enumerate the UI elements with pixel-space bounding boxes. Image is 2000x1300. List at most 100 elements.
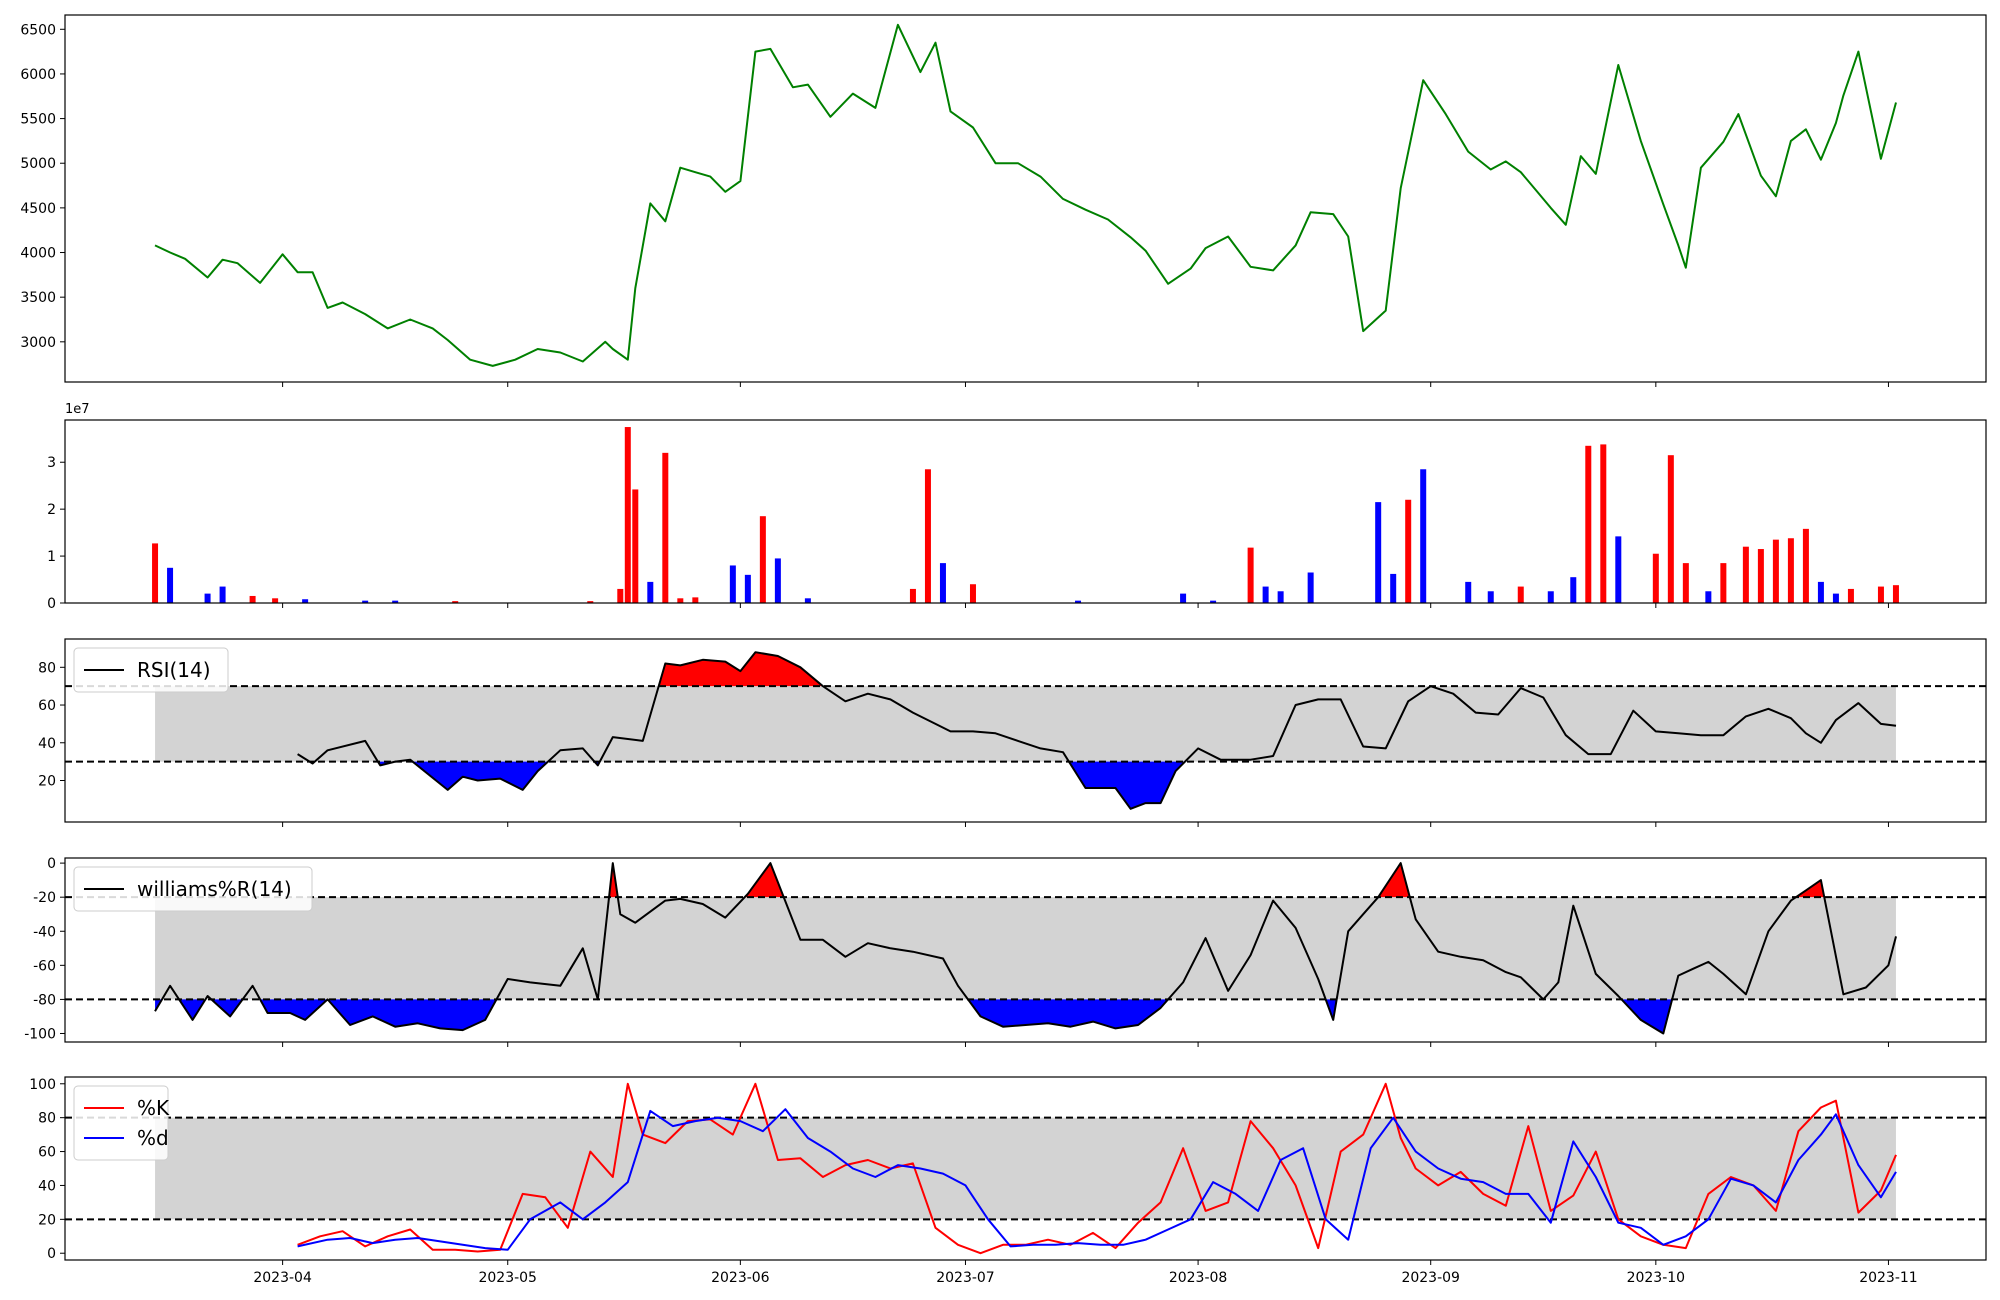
volume-bar	[1307, 572, 1314, 603]
volume-bar	[759, 516, 766, 603]
legend-label: RSI(14)	[137, 658, 211, 682]
williams-oversold-fill	[327, 999, 497, 1031]
volume-bar	[219, 586, 226, 603]
volume-panel: 1e7 0 1 2 3	[47, 402, 1987, 612]
y-tick-label: 1	[47, 549, 56, 565]
volume-bar	[1487, 591, 1494, 603]
volume-bar	[744, 574, 751, 603]
x-tick-label: 2023-08	[1169, 1270, 1228, 1286]
williams-oversold-fill	[211, 999, 243, 1017]
rsi-band	[155, 686, 1896, 762]
volume-bar	[1247, 547, 1254, 603]
volume-bar	[1720, 563, 1727, 603]
williams-oversold-fill	[1621, 999, 1673, 1034]
y-tick-label: 40	[38, 1178, 56, 1194]
volume-bar	[1517, 586, 1524, 603]
volume-bar	[924, 469, 931, 603]
volume-bar	[774, 558, 781, 603]
williams-oversold-fill	[179, 999, 206, 1020]
volume-bar	[1667, 455, 1674, 603]
volume-bar	[1742, 546, 1749, 603]
volume-bar	[1375, 502, 1382, 603]
rsi-series-line-rsi14	[297, 651, 1897, 810]
volume-bar	[167, 567, 174, 603]
volume-bar	[272, 598, 279, 603]
volume-bar	[587, 601, 594, 603]
volume-bar	[1757, 549, 1764, 603]
y-tick-label: 4500	[20, 201, 56, 217]
volume-bar	[632, 489, 639, 603]
y-tick-label: 3	[47, 455, 56, 471]
price-series-line	[154, 23, 1897, 367]
williams-overbought-fill	[744, 863, 784, 898]
williams-panel: -100 -80 -60 -40 -20 0 williams%R(14)	[24, 856, 1987, 1047]
volume-bar	[1600, 444, 1607, 603]
y-tick-label: -40	[33, 924, 56, 940]
rsi-panel: 20 40 60 80 RSI(14)	[38, 638, 1987, 827]
volume-bar	[302, 599, 309, 603]
x-tick-label: 2023-09	[1401, 1270, 1460, 1286]
legend-label: williams%R(14)	[137, 877, 292, 901]
williams-oversold-fill	[967, 999, 1169, 1029]
volume-bar	[362, 600, 369, 603]
volume-bar	[1180, 593, 1187, 603]
rsi-oversold-fill	[412, 761, 548, 790]
y-tick-label: 20	[38, 773, 56, 789]
volume-bar	[909, 588, 916, 603]
volume-bar	[1817, 581, 1824, 603]
volume-bar	[1615, 536, 1622, 603]
volume-bar	[1802, 528, 1809, 603]
price-axes-frame	[64, 14, 1987, 383]
volume-bar	[152, 543, 159, 603]
volume-bar	[1892, 585, 1899, 603]
y-tick-label: 4000	[20, 246, 56, 262]
volume-bar	[1787, 538, 1794, 603]
volume-bar	[392, 600, 399, 603]
y-tick-label: 5500	[20, 112, 56, 128]
y-tick-label: 100	[29, 1077, 56, 1093]
volume-bar	[1847, 588, 1854, 603]
williams-overbought-fill	[1378, 863, 1410, 898]
y-tick-label: 5000	[20, 156, 56, 172]
volume-bar	[617, 588, 624, 603]
volume-bar	[1075, 600, 1082, 603]
volume-bar	[729, 565, 736, 603]
volume-bar	[1465, 581, 1472, 603]
x-tick-label: 2023-05	[478, 1270, 537, 1286]
x-tick-label: 2023-11	[1859, 1270, 1918, 1286]
price-panel: 3000 3500 4000 4500 5000 5500 6000 6500	[20, 14, 1987, 387]
y-tick-label: 0	[47, 856, 56, 872]
y-tick-label: -100	[24, 1026, 56, 1042]
volume-bar	[1832, 593, 1839, 603]
y-tick-label: 0	[47, 1246, 56, 1262]
x-tick-label: 2023-06	[711, 1270, 770, 1286]
williams-band	[155, 897, 1896, 1000]
williams-series-line-williamsr14	[154, 862, 1897, 1035]
volume-bar	[1420, 469, 1427, 603]
volume-bar	[662, 452, 669, 603]
y-tick-label: -20	[33, 890, 56, 906]
williams-legend-box	[73, 866, 313, 912]
y-tick-label: 20	[38, 1212, 56, 1228]
volume-bar	[1547, 591, 1554, 603]
y-tick-label: 60	[38, 1145, 56, 1161]
volume-bar	[204, 593, 211, 603]
y-tick-label: 6000	[20, 67, 56, 83]
stochastic-band	[155, 1117, 1896, 1220]
volume-bar	[624, 427, 631, 603]
stochastic-axes-frame	[64, 1076, 1987, 1261]
volume-bar	[1390, 573, 1397, 603]
y-tick-label: 60	[38, 698, 56, 714]
volume-bar	[969, 584, 976, 603]
volume-bar	[1772, 539, 1779, 603]
y-tick-label: 3500	[20, 290, 56, 306]
legend-label: %d	[137, 1126, 169, 1150]
volume-bar	[692, 597, 699, 603]
volume-bar	[1262, 586, 1269, 603]
volume-bar	[1652, 553, 1659, 603]
volume-bar	[804, 598, 811, 603]
volume-bar	[452, 601, 459, 603]
x-tick-label: 2023-07	[936, 1270, 995, 1286]
volume-bar	[1570, 577, 1577, 603]
